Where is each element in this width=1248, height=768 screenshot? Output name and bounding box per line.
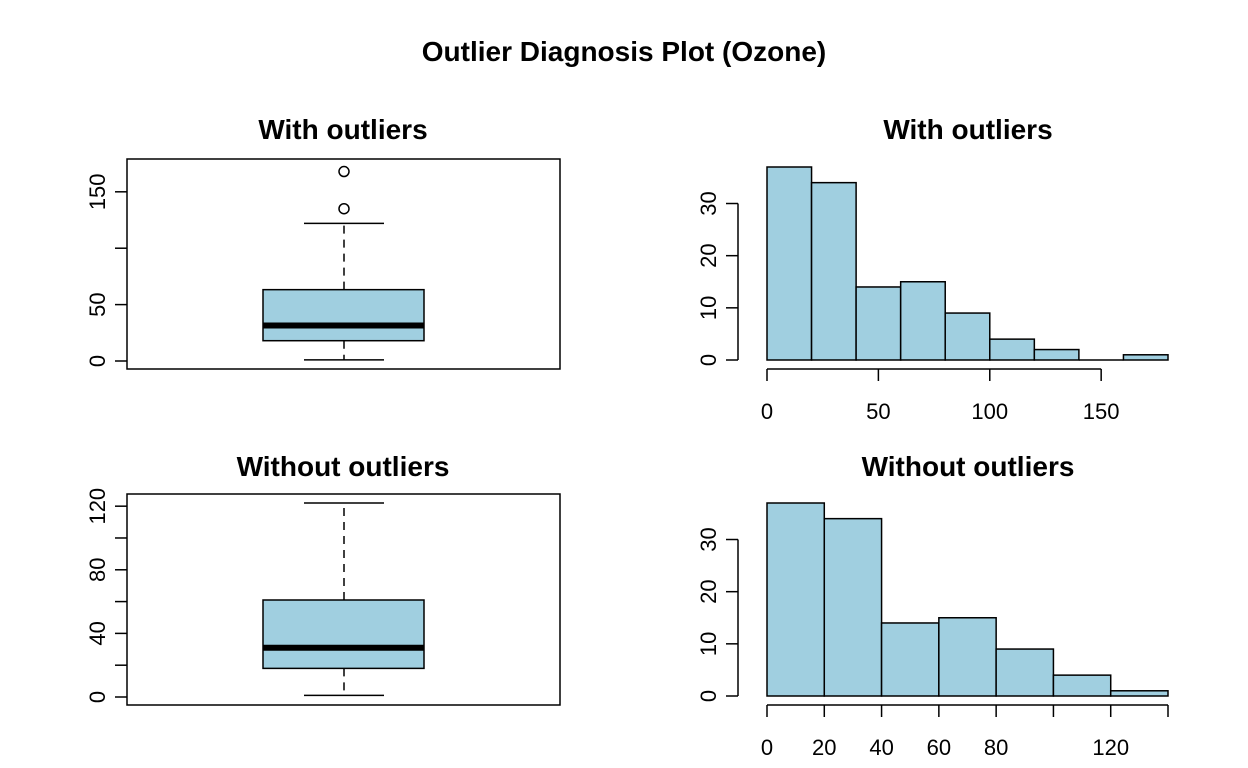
y-tick-label: 80	[85, 558, 110, 582]
histogram-bar	[944, 312, 991, 361]
iqr-box	[262, 599, 425, 670]
x-tick-label: 60	[927, 735, 951, 760]
iqr-box	[262, 288, 425, 342]
x-tick-label: 50	[866, 399, 890, 424]
outlier-point	[338, 165, 350, 178]
histogram-bar	[989, 338, 1036, 361]
y-tick-label: 40	[85, 621, 110, 645]
x-tick-label: 80	[984, 735, 1008, 760]
x-tick-label: 20	[812, 735, 836, 760]
histogram-bar	[855, 286, 902, 361]
panel-title-box-without: Without outliers	[237, 451, 450, 482]
panel-hist-without-outliers: Without outliers 0 10 20 30 0 20 40 60 80 120	[696, 451, 1169, 760]
y-tick-label: 20	[696, 243, 721, 267]
x-tick-label: 120	[1092, 735, 1129, 760]
panel-title-box-with: With outliers	[258, 114, 427, 145]
figure-title: Outlier Diagnosis Plot (Ozone)	[422, 36, 826, 67]
x-tick-label: 40	[869, 735, 893, 760]
histogram-bar	[810, 181, 857, 361]
y-tick-label: 20	[696, 579, 721, 603]
histogram-bar	[1033, 348, 1080, 361]
y-tick-label: 0	[696, 354, 721, 366]
x-tick-label: 150	[1083, 399, 1120, 424]
y-tick-label: 50	[85, 292, 110, 316]
x-tick-label: 0	[761, 735, 773, 760]
histogram-bar	[899, 281, 946, 361]
y-tick-label: 0	[85, 691, 110, 703]
y-tick-label: 150	[85, 173, 110, 210]
panel-box-without-outliers: Without outliers 0 40 80 120	[85, 451, 561, 706]
plot-frame	[126, 158, 561, 370]
y-tick-label: 120	[85, 488, 110, 525]
x-tick-label: 0	[761, 399, 773, 424]
histogram-bar	[766, 502, 826, 697]
y-tick-label: 30	[696, 191, 721, 215]
histogram-bar	[938, 617, 997, 697]
panel-box-with-outliers: With outliers 0 50 150	[85, 114, 561, 370]
x-tick-label: 100	[971, 399, 1008, 424]
panel-title-hist-with: With outliers	[883, 114, 1052, 145]
histogram-bar	[995, 648, 1055, 697]
histogram-bar	[823, 517, 883, 697]
histogram-bar	[766, 166, 813, 361]
y-tick-label: 10	[696, 296, 721, 320]
panel-hist-with-outliers: With outliers 0 10 20 30 0 50 100 150	[696, 114, 1169, 424]
y-tick-label: 0	[85, 355, 110, 367]
histogram-bar	[1109, 690, 1169, 697]
y-tick-label: 30	[696, 527, 721, 551]
outlier-point	[338, 202, 350, 215]
panel-title-hist-without: Without outliers	[862, 451, 1075, 482]
histogram-bar	[1052, 674, 1112, 697]
plot-frame	[126, 493, 561, 706]
y-tick-label: 10	[696, 632, 721, 656]
y-tick-label: 0	[696, 690, 721, 702]
histogram-bar	[880, 622, 940, 697]
histogram-bar	[1122, 354, 1169, 361]
